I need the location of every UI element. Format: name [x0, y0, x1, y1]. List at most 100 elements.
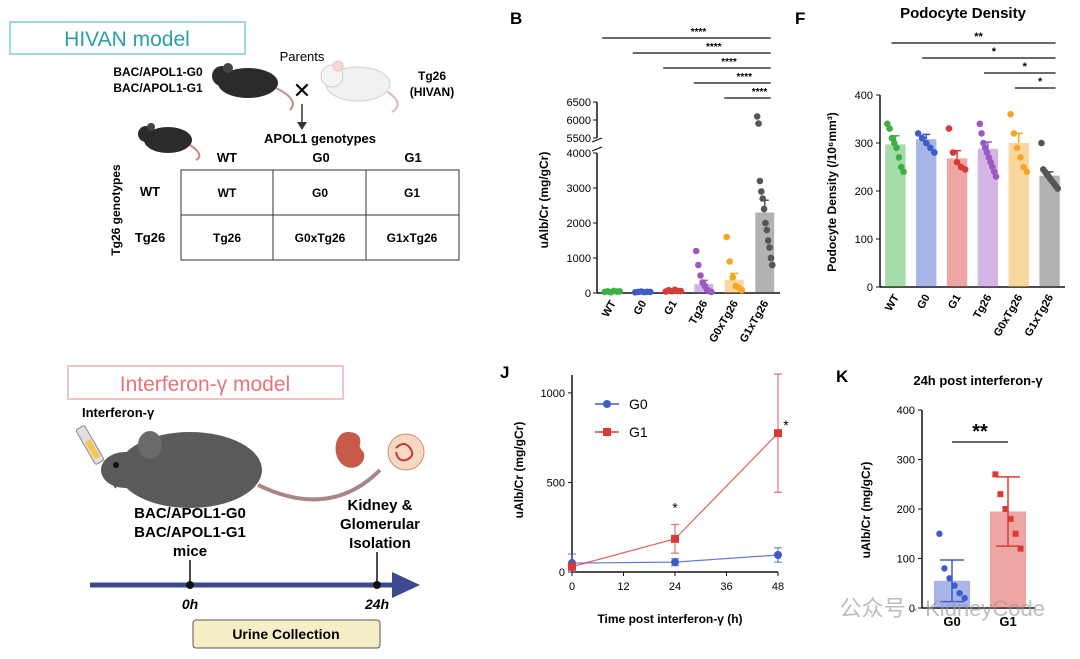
k-point-G0 — [951, 582, 958, 589]
col-header-g0: G0 — [312, 150, 329, 165]
k-point-G0 — [936, 530, 943, 537]
f-sig-label: * — [1023, 61, 1028, 73]
f-xtick-label-G1xTg26: G1xTg26 — [1023, 293, 1057, 339]
right-mouse-label-1: Tg26 — [418, 69, 446, 83]
f-bar-G0 — [916, 139, 937, 287]
ifn-mouse-label-2: BAC/APOL1-G1 — [134, 524, 246, 541]
b-point-G1xTg26 — [760, 205, 768, 213]
j-point-G1 — [568, 562, 576, 571]
b-sig-label: **** — [736, 72, 752, 83]
j-annotation: * — [672, 500, 678, 516]
urine-collection-label: Urine Collection — [232, 626, 339, 642]
k-ytick-label: 400 — [897, 405, 915, 417]
b-y-axis-label: uAlb/Cr (mg/gCr) — [537, 152, 551, 249]
b-point-G0xTg26 — [738, 286, 746, 294]
f-point-WT — [900, 168, 907, 176]
k-point-G1 — [1002, 506, 1009, 512]
b-point-G0xTg26 — [726, 258, 734, 265]
b-xtick-label-G0xTg26: G0xTg26 — [707, 299, 741, 345]
b-ytick-label: 4000 — [567, 148, 591, 160]
j-xtick-label: 36 — [720, 581, 732, 593]
j-point-G1 — [671, 534, 679, 543]
b-xtick-label-G0: G0 — [632, 299, 650, 318]
j-point-G0 — [774, 550, 782, 559]
b-sig-label: **** — [691, 27, 707, 38]
f-point-G1 — [949, 149, 957, 156]
f-bar-G0xTg26 — [1008, 143, 1029, 287]
cell-tg26-wt: Tg26 — [213, 231, 241, 245]
b-xtick-label-G1: G1 — [662, 299, 680, 318]
col-header-wt: WT — [217, 150, 237, 165]
f-ytick-label: 200 — [855, 186, 873, 198]
f-sig-label: * — [1038, 76, 1043, 88]
cross-symbol: ✕ — [293, 78, 311, 103]
f-ytick-label: 400 — [855, 90, 873, 102]
col-header-g1: G1 — [404, 150, 421, 165]
table-mouse-icon — [138, 123, 201, 161]
tg26-genotypes-side-label: Tg26 genotypes — [109, 164, 123, 256]
f-point-G0 — [918, 134, 926, 142]
b-point-G1xTg26 — [766, 244, 773, 251]
f-point-Tg26 — [992, 173, 1000, 180]
b-ytick-label: 6500 — [567, 97, 591, 109]
genotype-arrowhead — [297, 122, 307, 130]
b-ytick-label: 6000 — [567, 115, 591, 127]
k-xtick-label-G1: G1 — [999, 614, 1016, 629]
j-legend-label-G0: G0 — [629, 396, 648, 412]
cell-tg26-g0: G0xTg26 — [295, 231, 346, 245]
chart-panel-f: F Podocyte Density 0 100 200 300 400 Podocyte D… — [795, 5, 1065, 339]
b-sig-label: **** — [706, 42, 722, 53]
b-point-Tg26 — [692, 247, 700, 255]
j-ytick-label: 500 — [547, 477, 565, 489]
f-bar-G1 — [946, 158, 968, 287]
panel-letter-b: B — [510, 9, 522, 28]
kidney-icon — [335, 432, 425, 471]
f-point-G1 — [961, 166, 969, 173]
timeline-label-0h: 0h — [182, 596, 198, 612]
b-axis-break-1 — [591, 137, 603, 143]
f-xtick-label-G0xTg26: G0xTg26 — [992, 293, 1026, 339]
f-bar-Tg26 — [977, 148, 999, 287]
k-point-G0 — [941, 565, 948, 572]
b-point-G1 — [677, 287, 685, 295]
b-point-G1xTg26 — [755, 120, 762, 127]
watermark: 公众号 · KidneyCode — [840, 596, 1045, 621]
cell-wt-g0: G0 — [312, 186, 328, 200]
b-point-G1xTg26 — [767, 254, 775, 262]
k-point-G1 — [997, 491, 1004, 498]
large-mouse-icon — [101, 431, 382, 508]
k-ytick-label: 100 — [897, 554, 915, 566]
panel-letter-k: K — [836, 367, 849, 386]
b-point-G1xTg26 — [759, 195, 766, 202]
ifn-panel: Interferon-γ model Interferon-γ BAC/APOL… — [67, 365, 425, 649]
f-point-G0xTg26 — [1020, 163, 1027, 171]
timeline-arrowhead — [392, 572, 420, 598]
b-point-G1xTg26 — [762, 219, 769, 227]
row-header-wt: WT — [140, 184, 160, 199]
f-point-Tg26 — [976, 120, 984, 128]
k-sig-label: ** — [972, 421, 988, 443]
ifn-mouse-label-1: BAC/APOL1-G0 — [134, 505, 246, 522]
f-bar-G1xTg26 — [1039, 175, 1060, 287]
injection-label: Interferon-γ — [82, 405, 155, 420]
k-ytick-label: 200 — [897, 504, 915, 516]
b-ytick-label: 1000 — [567, 253, 591, 265]
k-point-G0 — [956, 589, 963, 597]
k-point-G1 — [1012, 530, 1019, 537]
ifn-mouse-label-3: mice — [173, 543, 207, 560]
j-legend-label-G1: G1 — [629, 424, 648, 440]
j-xtick-label: 0 — [569, 581, 575, 593]
b-ytick-label: 5500 — [567, 133, 591, 145]
left-mouse-label-1: BAC/APOL1-G0 — [113, 65, 203, 79]
b-point-Tg26 — [695, 261, 702, 269]
j-ytick-label: 0 — [559, 567, 565, 579]
parents-label: Parents — [280, 49, 325, 64]
f-point-WT — [893, 144, 900, 152]
f-xtick-label-WT: WT — [883, 292, 902, 313]
hivan-title: HIVAN model — [64, 28, 190, 51]
f-point-G0 — [914, 130, 922, 137]
chart-panel-k: K 24h post interferon-γ 0 100 200 300 400 uAlb/… — [836, 367, 1043, 629]
f-point-G0 — [922, 139, 930, 147]
row-header-tg26: Tg26 — [135, 230, 165, 245]
